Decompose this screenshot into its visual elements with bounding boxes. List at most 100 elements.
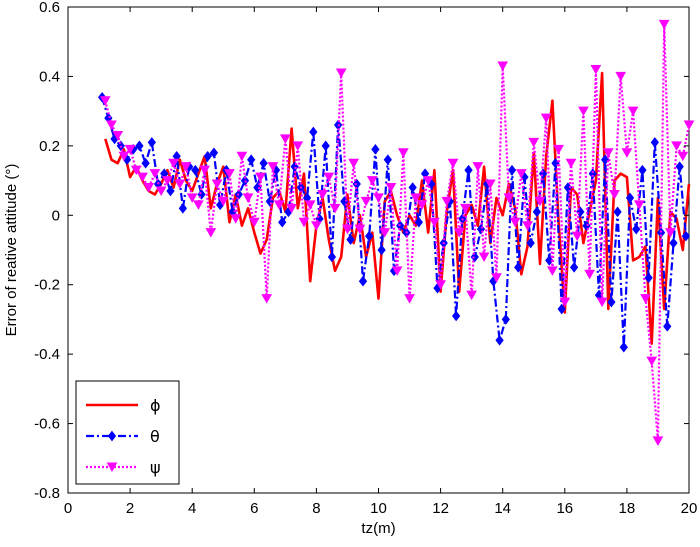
data-point: [408, 182, 417, 193]
data-point: [309, 126, 318, 138]
data-point: [366, 176, 378, 186]
data-point: [147, 137, 156, 148]
data-point: [565, 158, 577, 169]
data-point: [644, 272, 653, 284]
data-point: [681, 230, 691, 242]
y-tick-label: -0.2: [34, 277, 60, 294]
series-2: [99, 19, 695, 446]
data-point: [379, 228, 391, 238]
data-point: [261, 294, 273, 304]
data-point: [377, 244, 386, 256]
x-tick-label: 0: [64, 500, 72, 517]
data-point: [652, 436, 664, 446]
data-point: [526, 237, 535, 249]
data-point: [571, 231, 583, 242]
legend-label-phi: ϕ: [150, 396, 161, 415]
x-tick-label: 16: [556, 500, 573, 517]
data-point: [118, 151, 130, 162]
data-point: [329, 203, 341, 214]
data-point: [540, 113, 552, 124]
x-axis-label: tz(m): [361, 520, 395, 537]
data-point: [584, 269, 595, 280]
data-point: [491, 273, 502, 283]
data-point: [141, 157, 150, 169]
data-point: [199, 165, 210, 176]
y-tick-label: -0.4: [34, 346, 60, 363]
data-point: [259, 157, 268, 169]
data-point: [596, 297, 608, 308]
data-point: [327, 251, 337, 263]
data-point: [671, 141, 682, 151]
data-point: [346, 234, 355, 245]
data-point: [627, 106, 639, 117]
data-point: [507, 164, 517, 176]
data-point: [410, 193, 422, 203]
data-point: [286, 203, 297, 214]
legend: ϕ θ ψ: [75, 380, 180, 485]
axis-ticks: 0 2 4 6 8 10 12 14 16 18 20 0.6 0.4 0.2 0 -0.2 -0.4 -0.6 -…: [34, 0, 697, 517]
data-point: [203, 150, 212, 162]
data-point: [613, 206, 622, 218]
data-point: [515, 169, 527, 179]
x-tick-label: 14: [494, 500, 511, 517]
data-point: [553, 144, 564, 155]
x-tick-label: 18: [619, 500, 636, 517]
x-tick-label: 8: [312, 500, 320, 517]
data-point: [569, 262, 579, 273]
data-point: [248, 217, 260, 228]
data-point: [588, 168, 597, 179]
data-point: [460, 203, 471, 214]
x-tick-label: 12: [432, 500, 449, 517]
data-point: [186, 193, 198, 203]
data-point: [205, 228, 217, 238]
data-point: [522, 221, 533, 231]
data-point: [224, 169, 235, 179]
data-point: [501, 314, 510, 325]
data-point: [335, 68, 347, 78]
x-tick-label: 20: [681, 500, 698, 517]
data-point: [106, 120, 117, 131]
data-point: [625, 192, 635, 204]
data-point: [559, 297, 571, 308]
data-point: [464, 164, 473, 176]
data-point: [578, 106, 589, 117]
data-point: [292, 141, 304, 151]
data-point: [503, 193, 515, 203]
data-point: [317, 189, 328, 200]
data-point: [683, 120, 695, 131]
legend-marker-1: [107, 430, 117, 442]
data-point: [385, 183, 397, 193]
data-point: [472, 162, 484, 172]
data-point: [178, 203, 188, 214]
x-tick-label: 4: [188, 500, 196, 517]
data-point: [162, 176, 173, 186]
data-point: [632, 223, 641, 235]
data-point: [621, 148, 633, 158]
data-point: [137, 172, 148, 183]
data-point: [391, 266, 403, 276]
data-point: [534, 196, 546, 207]
data-point: [429, 217, 440, 228]
data-point: [135, 140, 144, 152]
series-layer: [98, 19, 695, 446]
data-point: [383, 154, 392, 166]
legend-marker-2: [106, 462, 118, 473]
data-point: [665, 228, 676, 238]
data-point: [255, 172, 266, 183]
data-point: [279, 134, 291, 144]
data-point: [342, 224, 353, 235]
data-point: [112, 130, 124, 141]
data-point: [656, 227, 666, 238]
data-point: [422, 176, 434, 186]
data-point: [193, 200, 204, 210]
data-point: [358, 275, 368, 287]
data-point: [451, 310, 461, 322]
data-point: [416, 200, 428, 210]
x-tick-label: 6: [250, 500, 258, 517]
data-point: [174, 179, 186, 190]
data-point: [435, 280, 446, 290]
data-point: [675, 161, 684, 173]
y-axis-label: Error of reative attitude (°): [3, 164, 20, 337]
y-tick-label: 0.4: [39, 68, 60, 85]
